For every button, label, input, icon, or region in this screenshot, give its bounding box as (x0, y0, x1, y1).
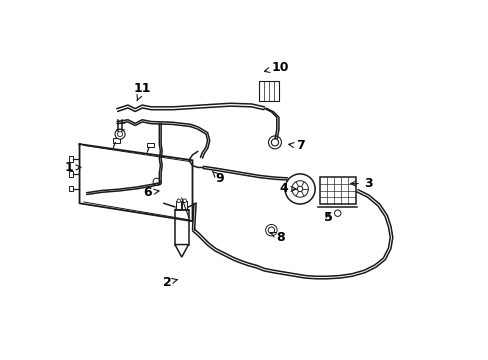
Text: 7: 7 (288, 139, 304, 152)
Text: 4: 4 (279, 183, 295, 195)
Circle shape (285, 174, 314, 204)
Circle shape (177, 199, 180, 203)
Text: 1: 1 (64, 161, 81, 174)
Bar (182, 201, 186, 209)
Circle shape (297, 186, 302, 192)
Bar (258, 81, 278, 101)
Text: 3: 3 (350, 177, 372, 190)
Text: 11: 11 (133, 82, 151, 100)
Circle shape (265, 225, 277, 236)
Circle shape (183, 199, 186, 203)
Text: 5: 5 (324, 211, 332, 224)
Bar (176, 201, 181, 209)
Bar (69, 186, 73, 192)
Circle shape (117, 132, 122, 136)
Bar (175, 211, 188, 244)
Bar (319, 177, 355, 204)
Bar (113, 138, 120, 143)
Circle shape (334, 210, 340, 216)
Circle shape (268, 136, 281, 149)
Text: 2: 2 (163, 276, 177, 289)
Bar (147, 143, 153, 147)
Polygon shape (175, 244, 188, 257)
Circle shape (115, 129, 125, 139)
Circle shape (271, 139, 278, 146)
Text: 8: 8 (270, 231, 284, 244)
Circle shape (267, 227, 274, 233)
Text: 10: 10 (264, 60, 288, 73)
Text: 9: 9 (212, 171, 223, 185)
Text: 6: 6 (143, 186, 159, 199)
Bar (69, 171, 73, 177)
Circle shape (153, 178, 160, 185)
Circle shape (291, 181, 308, 197)
Bar (69, 156, 73, 162)
